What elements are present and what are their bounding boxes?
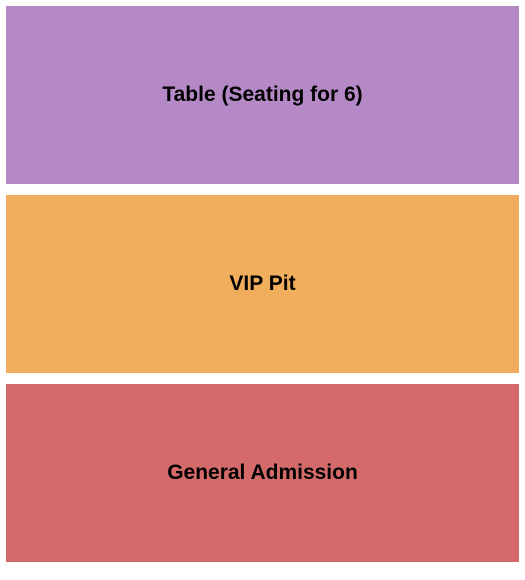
section-label: General Admission: [167, 461, 358, 485]
seating-map: Table (Seating for 6) VIP Pit General Ad…: [6, 6, 519, 574]
section-general-admission[interactable]: General Admission: [6, 384, 519, 562]
section-vip-pit[interactable]: VIP Pit: [6, 195, 519, 373]
section-table[interactable]: Table (Seating for 6): [6, 6, 519, 184]
section-label: VIP Pit: [229, 272, 295, 296]
section-label: Table (Seating for 6): [162, 83, 362, 107]
